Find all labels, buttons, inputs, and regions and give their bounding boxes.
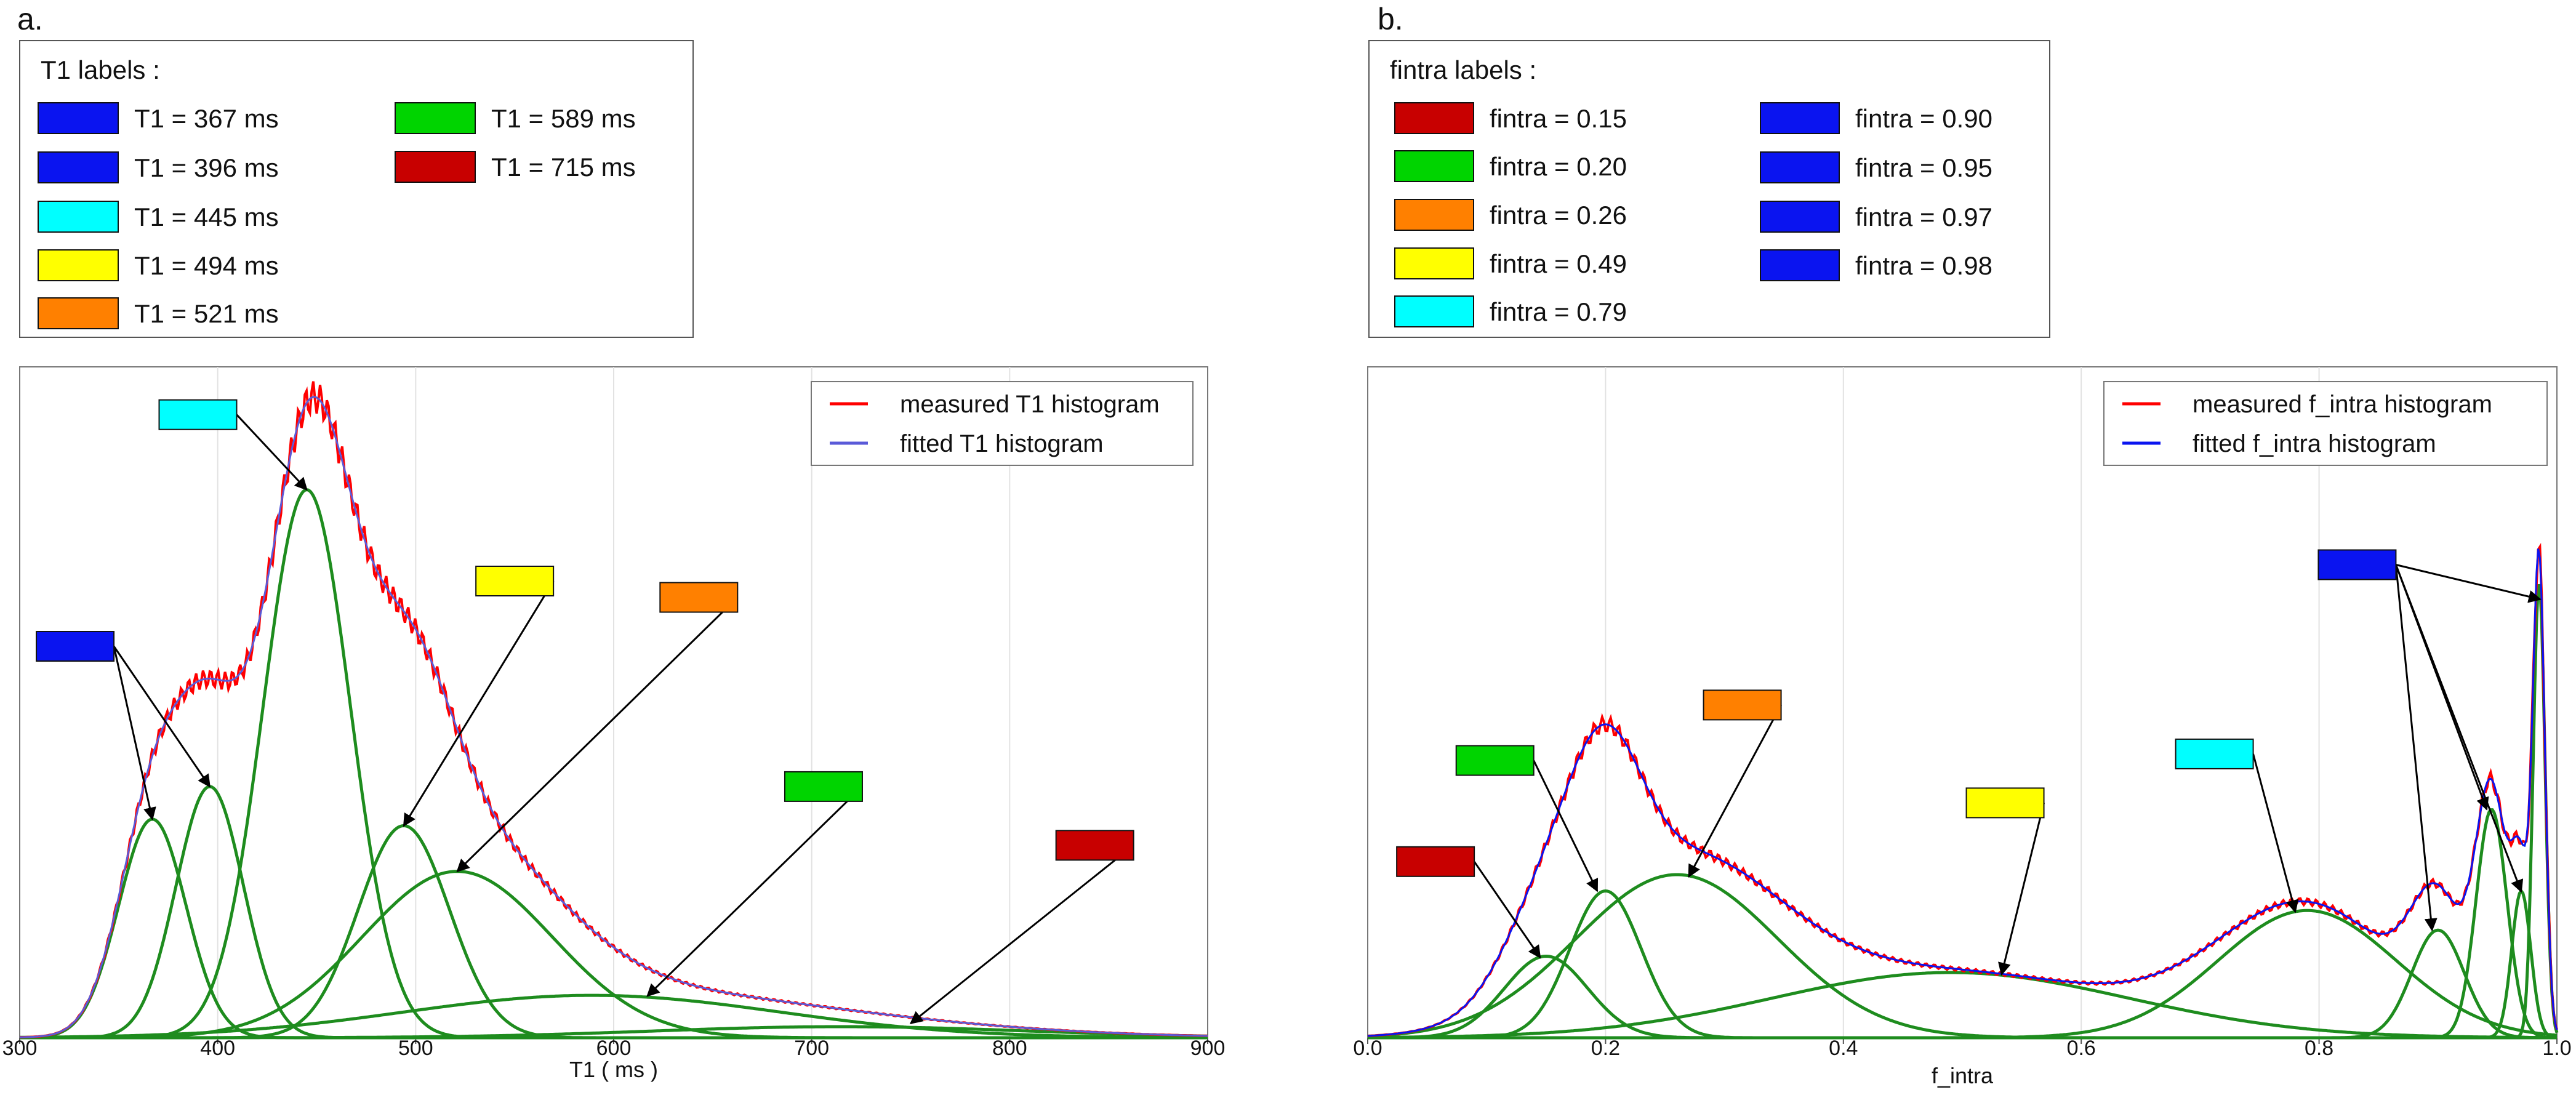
component-curve [1368,584,2559,1040]
label-swatch [1394,199,1474,231]
label-swatch [38,249,119,281]
label-entry: T1 = 396 ms [134,153,279,182]
label-swatch [1394,247,1474,279]
annotation-arrow [646,785,864,997]
component-curve [1368,971,2557,1040]
annotation-arrow [1533,760,1599,892]
label-entry: fintra = 0.90 [1855,104,1992,133]
label-swatch [38,201,119,233]
panel-label: b. [1378,2,1403,36]
annotation-arrow [2394,564,2438,932]
annotation-arrow [2396,564,2542,603]
x-tick-label: 0.8 [2305,1037,2333,1060]
annotation-label-box [1703,689,1782,721]
legend-entry: fitted T1 histogram [900,430,1104,457]
x-axis-label: T1 ( ms ) [569,1057,658,1082]
annotation-label-box [36,631,115,662]
label-swatch [395,102,476,134]
label-swatch [38,102,119,134]
panel-label: a. [17,2,43,36]
x-tick-label: 0.0 [1353,1037,1382,1060]
annotation-label-box [784,771,863,802]
label-entry: fintra = 0.20 [1490,152,1627,181]
x-tick-label: 0.6 [2067,1037,2096,1060]
annotation-label-box [1055,830,1134,861]
annotation-label-box [475,566,555,596]
label-entry: fintra = 0.95 [1855,153,1992,182]
label-entry: T1 = 589 ms [491,104,636,133]
annotation-label-box [158,399,238,430]
x-tick-label: 500 [398,1037,433,1060]
legend-entry: measured T1 histogram [900,391,1160,418]
x-tick-label: 900 [1190,1037,1226,1060]
panel-a: a. T1 labels : T1 = 367 ms T1 = 396 ms T1 = … [2,2,1226,1082]
label-entry: T1 = 494 ms [134,251,279,280]
labels-box-title: T1 labels : [41,55,160,84]
label-swatch [1394,102,1474,134]
label-swatch [1760,102,1840,134]
x-axis-label: f_intra [1932,1063,1994,1088]
annotation-label-box [2317,549,2397,580]
annotation-label-box [2175,738,2254,769]
legend-entry: measured f_intra histogram [2193,391,2492,418]
annotation-arrow [113,646,156,820]
label-swatch [1760,151,1840,183]
annotation-label-box [1965,787,2045,819]
label-entry: T1 = 521 ms [134,299,279,328]
fitted-histogram-line [19,396,1208,1038]
label-entry: fintra = 0.79 [1490,297,1627,326]
x-tick-label: 300 [2,1037,38,1060]
label-entry: fintra = 0.98 [1855,251,1992,280]
chart-legend [2103,381,2548,466]
annotation-arrow [2395,564,2524,893]
annotation-arrow [456,596,739,873]
plot-area [1367,366,2558,1038]
label-entry: T1 = 715 ms [491,153,636,182]
label-swatch [395,151,476,183]
component-curve [20,993,1208,1040]
annotation-arrow [2252,753,2299,913]
annotation-label-box [1455,745,1535,776]
label-entry: T1 = 445 ms [134,203,279,231]
annotation-arrow [403,580,555,827]
measured-histogram-line [1367,543,2558,1037]
label-swatch [38,151,119,183]
label-entry: fintra = 0.49 [1490,249,1627,278]
labels-box-title: fintra labels : [1390,55,1536,84]
x-tick-label: 700 [794,1037,829,1060]
label-swatch [1394,150,1474,182]
x-tick-label: 800 [992,1037,1027,1060]
annotation-label-box [659,582,739,613]
legend-entry: fitted f_intra histogram [2193,430,2436,457]
x-tick-label: 0.2 [1591,1037,1620,1060]
labels-box [1368,40,2050,338]
label-entry: fintra = 0.15 [1490,104,1627,133]
label-entry: fintra = 0.97 [1855,203,1992,231]
fitted-histogram-line [1367,548,2558,1037]
annotation-arrow [909,844,1134,1024]
annotation-arrow [113,646,211,788]
label-swatch [1394,295,1474,327]
label-entry: fintra = 0.26 [1490,201,1627,230]
panel-b: b. fintra labels : fintra = 0.15 fintra = 0… [1353,2,2571,1088]
annotation-arrow [1473,860,1541,959]
label-swatch [1760,201,1840,233]
label-swatch [38,297,119,329]
chart-legend [811,381,1194,466]
annotation-label-box [1396,846,1475,877]
x-tick-label: 600 [596,1037,632,1060]
label-entry: T1 = 367 ms [134,104,279,133]
x-tick-label: 400 [200,1037,235,1060]
labels-box [19,40,694,338]
x-tick-label: 1.0 [2542,1037,2571,1060]
x-tick-label: 0.4 [1829,1037,1858,1060]
component-curve [20,1025,1208,1040]
annotation-arrow [236,414,308,491]
annotation-arrow [1998,803,2045,976]
annotation-arrow [1688,704,1782,878]
label-swatch [1760,249,1840,281]
